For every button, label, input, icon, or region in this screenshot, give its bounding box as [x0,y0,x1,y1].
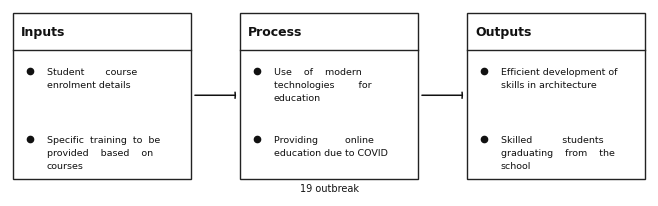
Text: 19 outbreak: 19 outbreak [299,183,359,193]
FancyBboxPatch shape [467,14,645,179]
Text: Providing         online
education due to COVID: Providing online education due to COVID [274,136,388,157]
Text: Skilled          students
graduating    from    the
school: Skilled students graduating from the sch… [501,136,615,170]
Text: Efficient development of
skills in architecture: Efficient development of skills in archi… [501,68,617,89]
Text: Process: Process [248,26,303,39]
Text: Outputs: Outputs [475,26,532,39]
FancyBboxPatch shape [240,14,418,179]
Text: Use    of    modern
technologies        for
education: Use of modern technologies for education [274,68,371,102]
Text: Inputs: Inputs [21,26,65,39]
FancyBboxPatch shape [13,14,191,179]
Text: Specific  training  to  be
provided    based    on
courses: Specific training to be provided based o… [47,136,160,170]
Text: Student       course
enrolment details: Student course enrolment details [47,68,137,89]
